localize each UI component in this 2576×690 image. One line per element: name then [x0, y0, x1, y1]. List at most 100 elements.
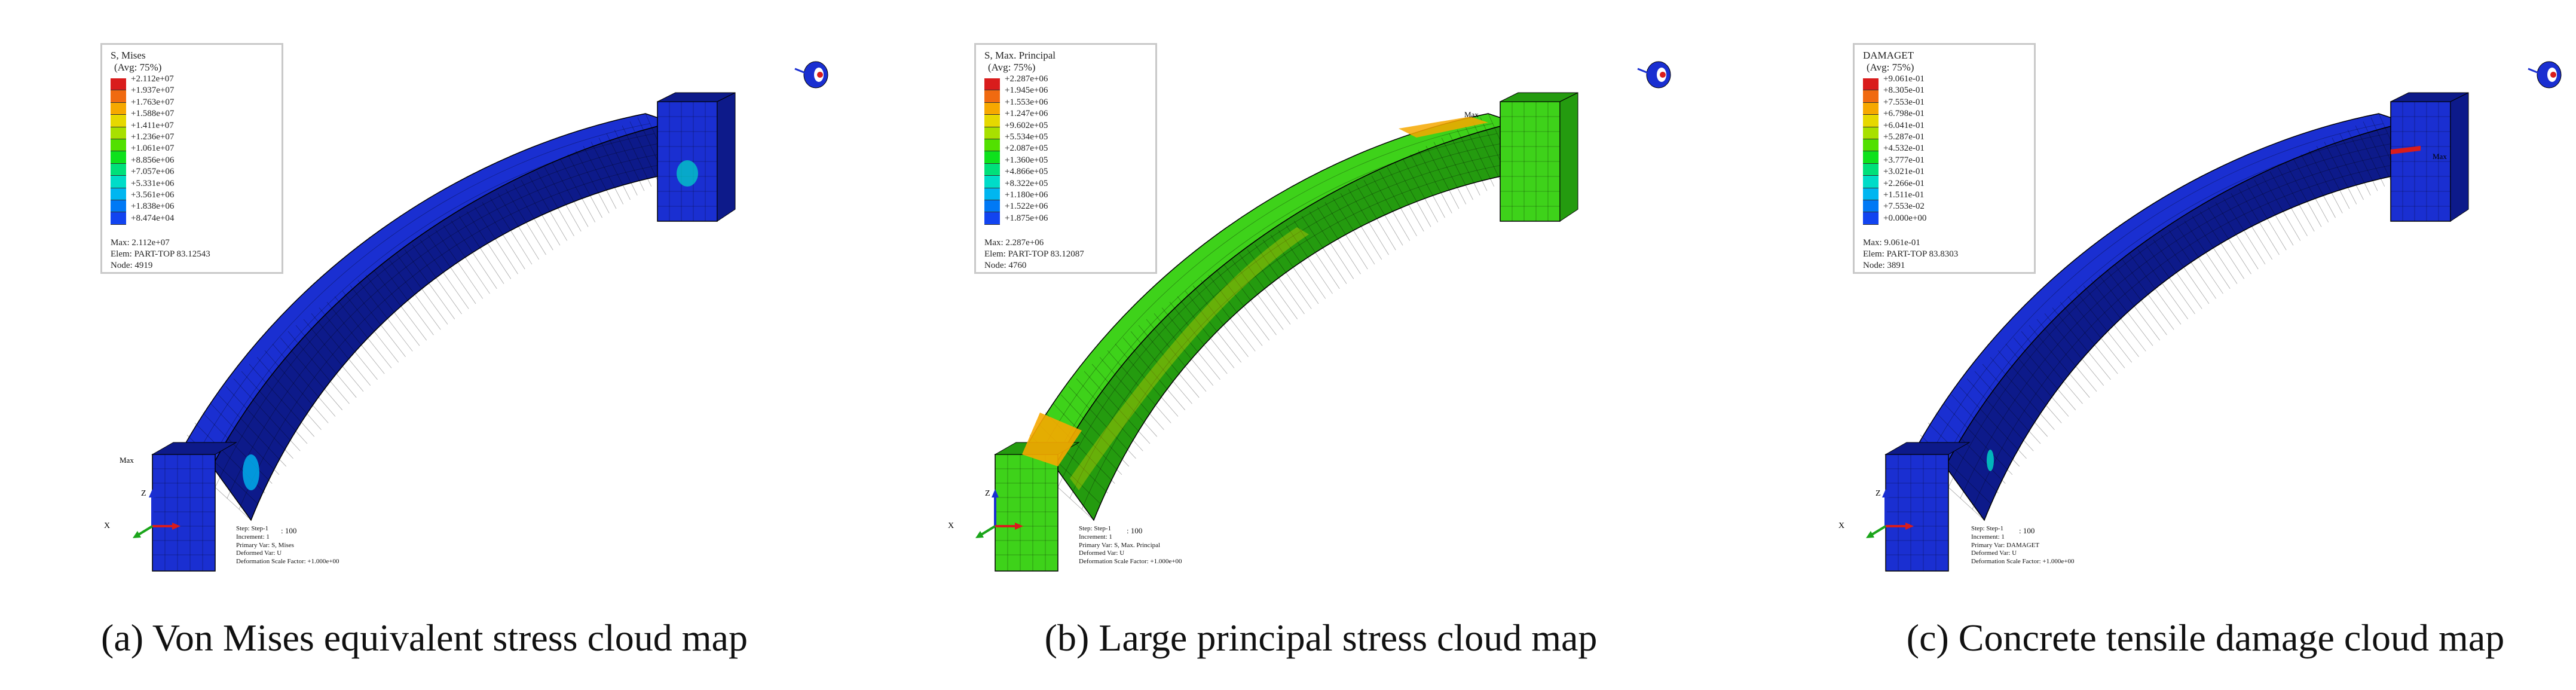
scale-tick: +1.937e+07 — [131, 86, 175, 96]
scale-tick: +2.266e-01 — [1883, 178, 1925, 188]
time-label: : 100 — [1127, 526, 1143, 535]
scale-swatch — [1863, 127, 1879, 139]
primary-var-line: Primary Var: DAMAGET — [1971, 541, 2040, 549]
scale-tick: +4.532e-01 — [1883, 144, 1925, 154]
time-label: : 100 — [2019, 526, 2035, 535]
scale-tick: +2.087e+05 — [1005, 144, 1048, 154]
scale-swatch — [984, 102, 1000, 115]
step-info: Step: Step-1 Increment: 1 Primary Var: S… — [1079, 525, 1182, 566]
scale-tick: +8.322e+05 — [1005, 178, 1048, 188]
scale-tick: +1.180e+06 — [1005, 190, 1048, 200]
legend-meta: Max: 2.112e+07 Elem: PART-TOP 83.12543 N… — [111, 237, 210, 271]
scale-swatch — [984, 188, 1000, 200]
scale-tick: +0.000e+00 — [1883, 213, 1927, 223]
scale-factor-line: Deformation Scale Factor: +1.000e+00 — [1079, 558, 1182, 565]
legend-title: DAMAGET — [1863, 50, 1914, 61]
scale-swatch — [111, 200, 126, 213]
scale-swatch — [984, 78, 1000, 91]
increment-line: Increment: 1 — [1971, 533, 2005, 541]
scale-tick: +2.287e+06 — [1005, 74, 1048, 84]
scale-swatch — [1863, 102, 1879, 115]
axis-z-label: Z — [1876, 489, 1881, 498]
scale-tick: +1.838e+06 — [131, 201, 175, 212]
scale-swatch — [111, 90, 126, 103]
step-line: Step: Step-1 — [1079, 525, 1112, 532]
scale-swatch — [1863, 188, 1879, 200]
scale-tick: +1.875e+06 — [1005, 213, 1048, 223]
max-marker-label: Max — [120, 456, 134, 465]
legend-meta: Max: 9.061e-01 Elem: PART-TOP 83.8303 No… — [1863, 237, 1958, 271]
color-scale — [111, 78, 126, 225]
contour-legend-b: S, Max. Principal (Avg: 75%) +2.287e+06 +… — [974, 43, 1157, 274]
left-support-block — [152, 454, 216, 572]
scale-swatch — [984, 200, 1000, 213]
fea-model-a — [133, 61, 828, 572]
scale-swatch — [984, 115, 1000, 127]
scale-swatch — [111, 115, 126, 127]
scale-swatch — [111, 102, 126, 115]
scale-tick: +8.305e-01 — [1883, 86, 1925, 96]
max-marker-label: Max — [2433, 152, 2447, 161]
scale-tick: +6.798e-01 — [1883, 109, 1925, 119]
scale-factor-line: Deformation Scale Factor: +1.000e+00 — [1971, 558, 2075, 565]
legend-node: Node: 4760 — [984, 260, 1027, 270]
increment-line: Increment: 1 — [1079, 533, 1112, 541]
scale-tick: +8.856e+06 — [131, 155, 175, 165]
legend-elem: Elem: PART-TOP 83.12543 — [111, 249, 210, 259]
legend-subtitle: (Avg: 75%) — [988, 62, 1036, 73]
deformed-var-line: Deformed Var: U — [1079, 549, 1125, 557]
scale-tick: +3.021e-01 — [1883, 167, 1925, 177]
color-scale — [1863, 78, 1879, 225]
fea-model-c — [1866, 61, 2562, 572]
scale-ticks: +2.112e+07 +1.937e+07 +1.763e+07 +1.588e+07… — [131, 74, 174, 224]
contour-legend-a: S, Mises (Avg: 75%) +2.112e+07 +1.937e+07… — [100, 43, 283, 274]
scale-swatch — [984, 176, 1000, 188]
scale-tick: +7.057e+06 — [131, 167, 175, 177]
scale-tick: +5.534e+05 — [1005, 132, 1048, 142]
legend-meta: Max: 2.287e+06 Elem: PART-TOP 83.12087 N… — [984, 237, 1084, 271]
scale-factor-line: Deformation Scale Factor: +1.000e+00 — [236, 558, 339, 565]
scale-tick: +1.360e+05 — [1005, 155, 1048, 165]
legend-subtitle: (Avg: 75%) — [114, 62, 162, 73]
scale-tick: +7.553e-01 — [1883, 97, 1925, 107]
scale-swatch — [984, 212, 1000, 225]
left-support-block — [1885, 454, 1949, 572]
scale-tick: +4.866e+05 — [1005, 167, 1048, 177]
scale-swatch — [984, 163, 1000, 176]
scale-swatch — [1863, 115, 1879, 127]
caption-c: (c) Concrete tensile damage cloud map — [1906, 616, 2505, 659]
scale-swatch — [1863, 139, 1879, 152]
contour-legend-c: DAMAGET (Avg: 75%) +9.061e-01 +8.305e-01 +… — [1853, 43, 2036, 274]
deformed-var-line: Deformed Var: U — [236, 549, 282, 557]
legend-node: Node: 3891 — [1863, 260, 1905, 270]
coordinate-triad-icon — [975, 489, 1023, 538]
scale-tick: +1.061e+07 — [131, 144, 175, 154]
legend-node: Node: 4919 — [111, 260, 153, 270]
scale-ticks: +2.287e+06 +1.945e+06 +1.553e+06 +1.247e+06… — [1005, 74, 1048, 224]
time-label: : 100 — [281, 526, 297, 535]
legend-max: Max: 2.287e+06 — [984, 238, 1044, 248]
panel-c: DAMAGET (Avg: 75%) +9.061e-01 +8.305e-01 +… — [1781, 0, 2576, 690]
max-marker-label: Max — [1464, 110, 1479, 119]
legend-elem: Elem: PART-TOP 83.8303 — [1863, 249, 1959, 259]
legend-subtitle: (Avg: 75%) — [1867, 62, 1914, 73]
scale-swatch — [111, 176, 126, 188]
deformed-var-line: Deformed Var: U — [1971, 549, 2017, 557]
scale-swatch — [1863, 78, 1879, 91]
axis-x-label: X — [948, 521, 954, 530]
axis-z-label: Z — [141, 489, 146, 498]
step-line: Step: Step-1 — [236, 525, 269, 532]
coordinate-triad-icon — [133, 489, 180, 538]
primary-var-line: Primary Var: S, Mises — [236, 541, 294, 549]
scale-tick: +5.331e+06 — [131, 178, 175, 188]
legend-max: Max: 2.112e+07 — [111, 238, 170, 248]
scale-swatch — [984, 90, 1000, 103]
scale-tick: +3.777e-01 — [1883, 155, 1925, 165]
increment-line: Increment: 1 — [236, 533, 270, 541]
step-info: Step: Step-1 Increment: 1 Primary Var: D… — [1971, 525, 2074, 566]
color-scale — [984, 78, 1000, 225]
scale-tick: +1.945e+06 — [1005, 86, 1048, 96]
scale-tick: +3.561e+06 — [131, 190, 175, 200]
right-support-block — [1500, 101, 1561, 222]
scale-swatch — [1863, 212, 1879, 225]
